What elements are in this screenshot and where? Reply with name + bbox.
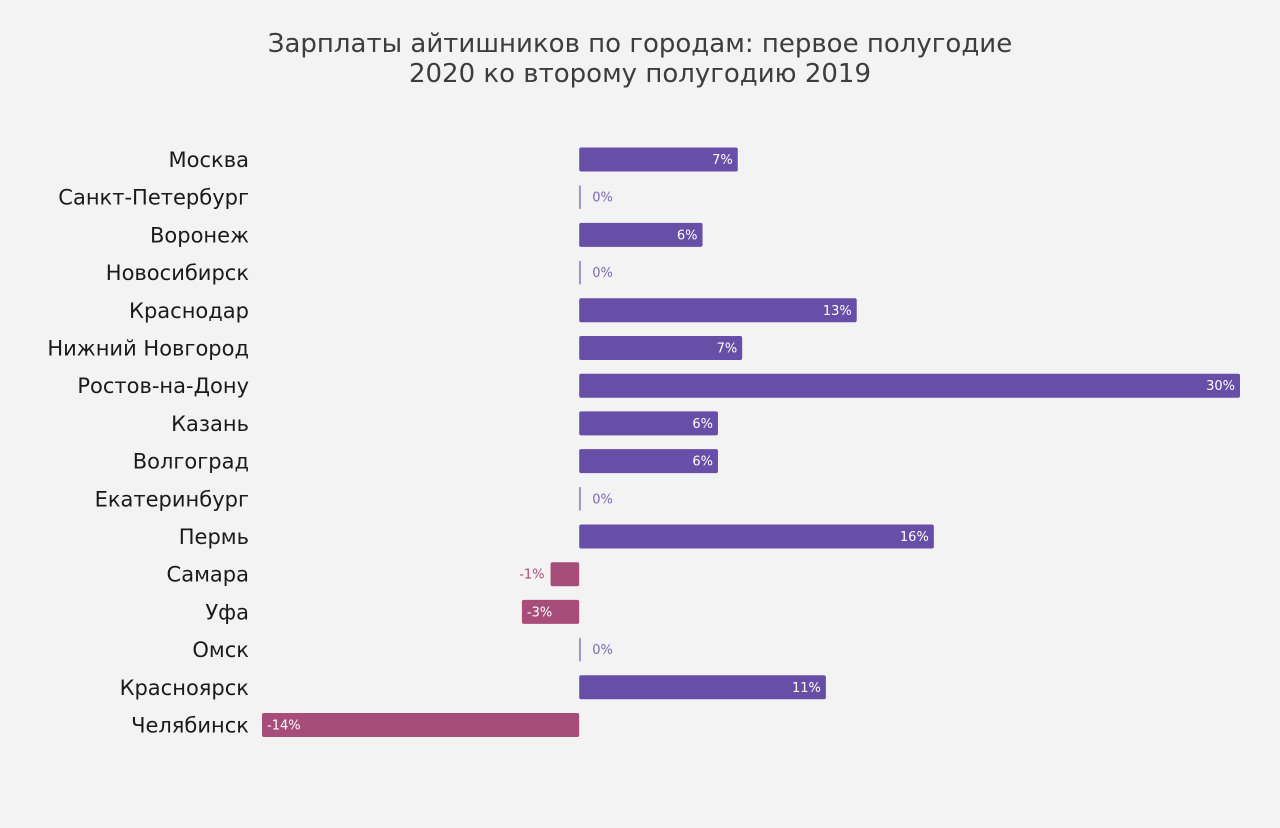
bar bbox=[579, 260, 581, 285]
bar bbox=[579, 298, 857, 323]
value-label: 0% bbox=[592, 266, 613, 281]
category-label: Нижний Новгород bbox=[47, 337, 249, 361]
bar bbox=[550, 562, 580, 587]
bar bbox=[579, 147, 738, 172]
bar bbox=[579, 637, 581, 662]
bar bbox=[262, 713, 580, 737]
value-label: 6% bbox=[692, 417, 713, 432]
category-label: Ростов-на-Дону bbox=[77, 374, 249, 398]
bars bbox=[262, 147, 1240, 737]
category-label: Пермь bbox=[179, 525, 249, 549]
value-label: -1% bbox=[519, 568, 544, 583]
category-label: Омск bbox=[192, 638, 249, 662]
value-label: 13% bbox=[823, 304, 852, 319]
bar bbox=[579, 185, 581, 210]
value-label: 16% bbox=[900, 530, 929, 545]
category-label: Красноярск bbox=[120, 676, 249, 700]
value-label: -3% bbox=[527, 605, 552, 620]
category-label: Челябинск bbox=[131, 714, 249, 738]
value-labels: 7% 0% 6% 0% 13% 7% 30% 6% 6% 0% 16% -1% -3% 0% 11% -14% bbox=[267, 153, 1235, 734]
bar bbox=[579, 336, 743, 360]
category-label: Самара bbox=[167, 563, 249, 587]
value-label: -14% bbox=[267, 719, 301, 734]
category-label: Уфа bbox=[205, 600, 249, 624]
value-label: 11% bbox=[792, 681, 821, 696]
category-label: Екатеринбург bbox=[95, 487, 249, 511]
category-label: Санкт-Петербург bbox=[58, 186, 249, 210]
bar bbox=[521, 599, 580, 624]
bar bbox=[579, 486, 581, 511]
chart-title-line: 2020 ко второму полугодию 2019 bbox=[409, 59, 871, 89]
bar bbox=[579, 222, 703, 247]
bar bbox=[579, 524, 934, 549]
value-label: 0% bbox=[592, 191, 613, 206]
bar bbox=[579, 675, 826, 700]
value-label: 7% bbox=[712, 153, 733, 168]
value-label: 0% bbox=[592, 643, 613, 658]
category-label: Москва bbox=[169, 148, 249, 172]
value-label: 7% bbox=[717, 342, 738, 357]
category-label: Казань bbox=[171, 412, 249, 436]
bar bbox=[579, 373, 1240, 398]
category-label: Новосибирск bbox=[106, 261, 249, 285]
bar bbox=[579, 449, 718, 474]
value-label: 6% bbox=[692, 455, 713, 470]
value-label: 6% bbox=[677, 228, 698, 243]
value-label: 0% bbox=[592, 492, 613, 507]
category-label: Волгоград bbox=[133, 450, 249, 474]
chart-title: Зарплаты айтишников по городам: первое п… bbox=[268, 29, 1012, 89]
category-label: Воронеж bbox=[150, 223, 249, 247]
category-label: Краснодар bbox=[129, 299, 249, 323]
chart-title-line: Зарплаты айтишников по городам: первое п… bbox=[268, 29, 1012, 59]
category-labels: Москва Санкт-Петербург Воронеж Новосибирск К… bbox=[47, 148, 249, 738]
bar bbox=[579, 411, 718, 436]
value-label: 30% bbox=[1206, 379, 1235, 394]
